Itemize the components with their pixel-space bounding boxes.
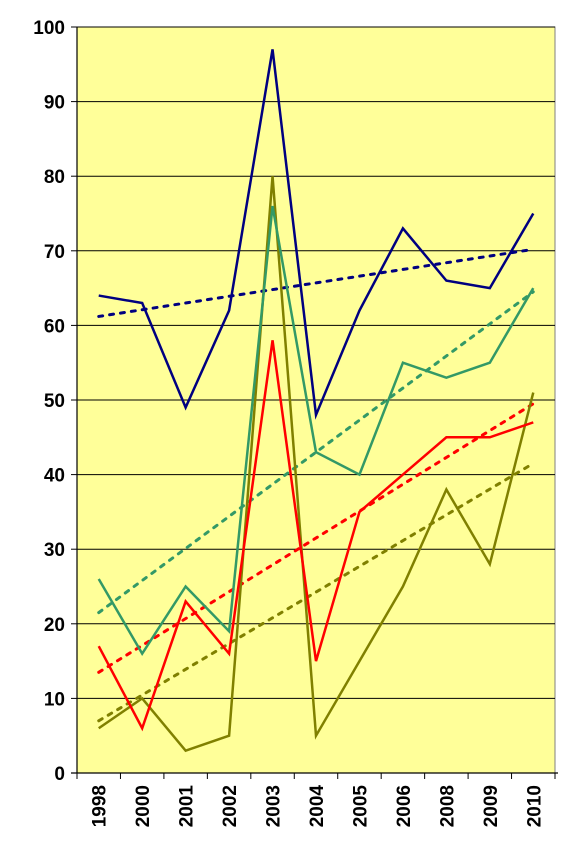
gridlines [77,26,555,699]
x-tick-label: 2008 [437,785,458,827]
tick-labels: 0 10 20 30 40 50 60 70 80 90 100 1998 2000 2001 2002 20… [33,18,545,827]
x-tick-label: 2002 [220,785,241,827]
y-tick-label: 100 [33,18,65,39]
axes [71,26,558,779]
y-tick-label: 80 [44,167,65,188]
series-line-2 [97,205,535,657]
x-tick-label: 2005 [350,785,371,828]
x-tick-label: 2006 [394,785,415,827]
x-tick-label: 1998 [90,785,111,827]
x-tick-label: 2004 [307,785,328,828]
y-tick-label: 30 [44,540,65,561]
y-tick-label: 20 [44,615,65,636]
series-line-4 [98,176,535,753]
y-tick-label: 70 [44,242,65,263]
y-tick-label: 0 [54,764,65,785]
y-tick-label: 40 [44,466,65,487]
x-tick-label: 2001 [177,785,198,828]
y-tick-label: 90 [44,93,65,114]
x-tick-label: 2009 [481,785,502,827]
y-tick-label: 50 [44,391,65,412]
x-tick-label: 2003 [264,785,285,827]
trendline-series-4 [97,461,535,723]
trendline-series-1 [97,247,535,318]
trendline-series-3 [97,402,535,674]
y-tick-label: 60 [44,316,65,337]
trendline-series-2 [97,290,535,615]
series-line-1 [98,49,535,420]
trendlines [97,247,535,723]
x-tick-label: 2000 [133,785,154,827]
series-line-3 [97,340,534,732]
x-tick-label: 2010 [524,785,545,827]
y-tick-label: 10 [44,689,65,710]
series-lines [97,49,535,753]
